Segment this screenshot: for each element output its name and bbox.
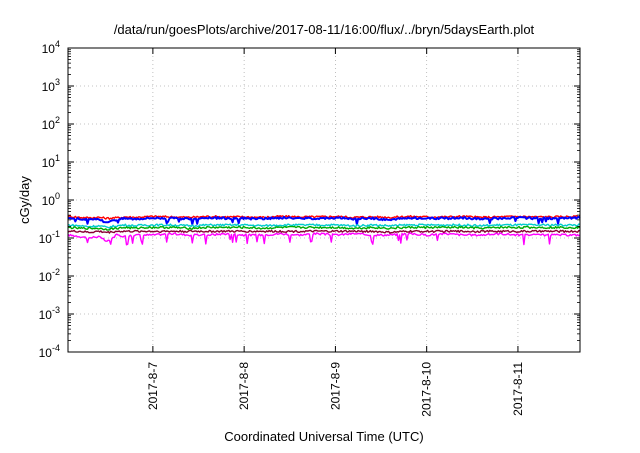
- y-tick-label: 103: [42, 77, 60, 94]
- x-tick-label: 2017-8-11: [511, 362, 525, 416]
- x-tick-label: 2017-8-7: [146, 362, 160, 410]
- y-tick-label: 10-1: [39, 229, 60, 246]
- chart-title: /data/run/goesPlots/archive/2017-08-11/1…: [114, 22, 535, 37]
- y-tick-label: 101: [42, 153, 60, 170]
- series-line: [67, 214, 581, 220]
- y-tick-label: 10-4: [39, 343, 60, 360]
- y-tick-label: 100: [42, 191, 60, 208]
- series-line: [67, 229, 581, 234]
- grid-lines: [68, 48, 580, 352]
- series-line: [68, 215, 581, 226]
- y-tick-label: 104: [42, 39, 60, 56]
- series-line: [67, 225, 581, 231]
- x-tick-label: 2017-8-9: [328, 362, 342, 410]
- y-tick-label: 10-2: [39, 267, 60, 284]
- series-lines: [67, 214, 581, 246]
- y-tick-label: 102: [42, 115, 60, 132]
- x-axis-title: Coordinated Universal Time (UTC): [224, 429, 423, 444]
- x-axis: 2017-8-7 2017-8-8 2017-8-9 2017-8-10 2017-8-…: [146, 48, 525, 417]
- series-line: [67, 232, 581, 246]
- x-tick-label: 2017-8-10: [420, 362, 434, 417]
- series-line: [68, 223, 581, 229]
- y-tick-label: 10-3: [39, 305, 60, 322]
- x-tick-label: 2017-8-8: [237, 362, 251, 410]
- y-axis: 10-4 10-3 10-2 10-1 100 101 102 103 104: [39, 39, 580, 360]
- y-axis-title: cGy/day: [17, 176, 32, 224]
